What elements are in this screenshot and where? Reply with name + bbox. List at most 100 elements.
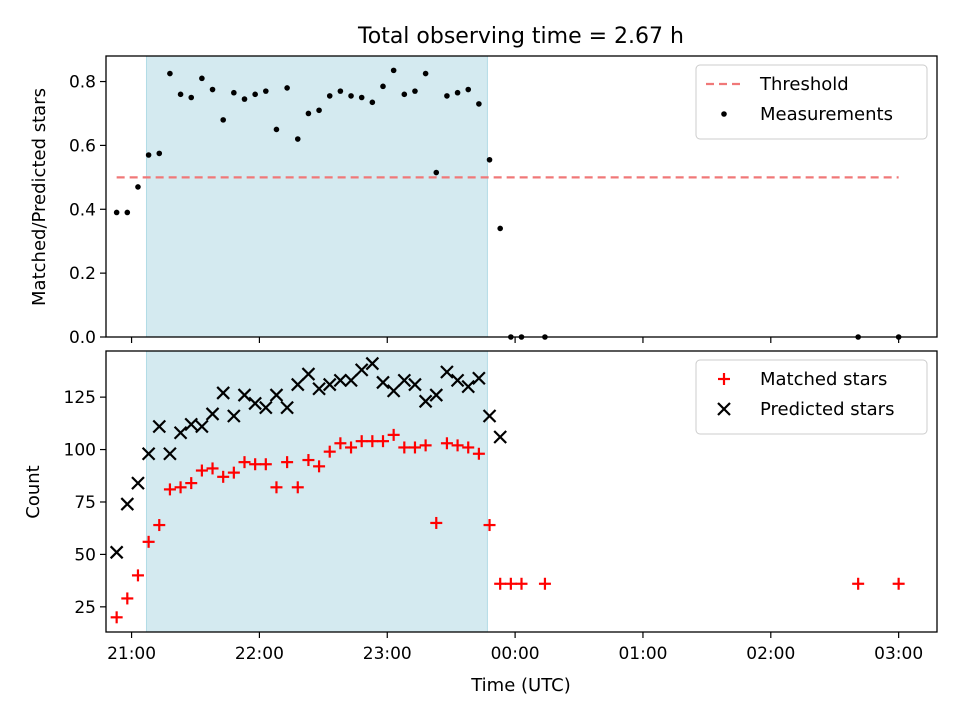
predicted-star-marker xyxy=(195,419,209,434)
x-tick-label: 03:00 xyxy=(874,644,923,664)
measurement-point xyxy=(294,136,301,142)
measurement-point xyxy=(209,86,216,93)
observing-window-span xyxy=(145,350,488,633)
plot-frame xyxy=(105,350,938,633)
measurement-point xyxy=(284,85,290,91)
measurement-point xyxy=(412,88,418,94)
legend-measurement-swatch xyxy=(721,111,727,117)
matched-star-marker xyxy=(313,460,326,473)
y-tick-label: 0.8 xyxy=(69,73,96,93)
measurement-point xyxy=(145,152,152,158)
predicted-star-marker xyxy=(237,388,252,402)
matched-star-marker xyxy=(451,439,464,452)
measurement-point xyxy=(380,83,386,90)
measurement-point xyxy=(465,86,472,93)
measurement-point xyxy=(348,93,354,99)
measurement-point xyxy=(220,117,226,123)
chart-title: Total observing time = 2.67 h xyxy=(357,24,684,49)
matched-star-marker xyxy=(291,481,304,494)
matched-star-marker xyxy=(131,569,144,582)
matched-star-marker xyxy=(419,439,432,452)
measurement-point xyxy=(305,110,312,117)
predicted-star-marker xyxy=(333,373,348,388)
legend-label: Threshold xyxy=(759,74,849,95)
predicted-star-marker xyxy=(269,388,284,402)
matched-star-marker xyxy=(323,445,336,458)
matched-star-marker xyxy=(515,577,528,590)
x-tick-label: 00:00 xyxy=(491,644,540,664)
x-tick-label: 21:00 xyxy=(107,644,156,664)
measurement-point xyxy=(199,75,205,82)
matched-star-marker xyxy=(302,454,315,467)
predicted-star-marker xyxy=(141,446,156,461)
matched-star-marker xyxy=(408,441,421,454)
measurement-point xyxy=(231,89,237,96)
measurement-point xyxy=(156,150,163,157)
measurement-point xyxy=(326,93,333,99)
legend-box xyxy=(695,64,928,140)
y-tick-label: 0.4 xyxy=(69,200,96,220)
matched-star-marker xyxy=(366,435,379,448)
x-axis-label: Time (UTC) xyxy=(470,675,571,696)
predicted-star-marker xyxy=(365,356,380,371)
measurement-point xyxy=(263,88,269,94)
predicted-star-marker xyxy=(397,373,412,388)
predicted-star-marker xyxy=(312,381,326,396)
y-axis-label-ratio: Matched/Predicted stars xyxy=(29,88,50,306)
matched-star-marker xyxy=(494,577,507,590)
predicted-star-marker xyxy=(408,377,422,392)
matched-star-marker xyxy=(852,577,865,590)
matched-star-marker xyxy=(387,428,400,441)
predicted-star-marker xyxy=(152,419,167,434)
matched-star-marker xyxy=(249,458,262,471)
measurement-point xyxy=(454,89,461,96)
observing-window-span xyxy=(145,55,488,338)
matched-star-marker xyxy=(892,577,905,590)
matched-star-marker xyxy=(472,447,485,460)
y-tick-label: 125 xyxy=(64,388,96,408)
predicted-star-marker xyxy=(418,394,433,409)
measurement-point xyxy=(241,96,248,102)
matched-star-marker xyxy=(504,577,517,590)
measurement-point xyxy=(316,107,322,114)
predicted-star-marker xyxy=(184,417,199,432)
predicted-star-marker xyxy=(173,426,188,440)
matched-star-marker xyxy=(462,441,475,454)
predicted-star-marker xyxy=(227,409,241,423)
matched-star-marker xyxy=(259,458,272,471)
y-tick-label: 0.0 xyxy=(69,328,96,348)
measurement-point xyxy=(422,70,429,77)
predicted-star-marker xyxy=(290,377,305,392)
measurement-point xyxy=(433,169,440,176)
predicted-star-marker xyxy=(248,396,262,411)
matched-star-marker xyxy=(270,481,283,494)
predicted-star-marker xyxy=(482,409,497,423)
matched-star-marker xyxy=(538,577,551,590)
matched-star-marker xyxy=(355,435,368,448)
predicted-star-marker xyxy=(354,363,369,377)
predicted-star-marker xyxy=(376,375,390,390)
x-tick-label: 01:00 xyxy=(618,644,667,664)
matched-star-marker xyxy=(185,477,198,490)
x-tick-label: 23:00 xyxy=(363,644,412,664)
series-predicted-stars xyxy=(109,356,507,560)
legend-predicted-swatch xyxy=(717,402,731,416)
legend: Matched stars Predicted stars xyxy=(695,359,928,435)
predicted-star-marker xyxy=(131,476,145,490)
legend-box xyxy=(695,359,928,435)
measurement-point xyxy=(358,94,365,101)
measurement-point xyxy=(476,101,482,107)
matched-star-marker xyxy=(334,437,347,450)
matched-star-marker xyxy=(430,516,443,529)
series-measurements xyxy=(113,67,902,340)
measurement-point xyxy=(113,209,120,216)
matched-star-marker xyxy=(345,441,358,454)
predicted-star-marker xyxy=(440,365,454,379)
measurement-point xyxy=(135,184,141,190)
measurement-point xyxy=(188,94,195,101)
measurement-point xyxy=(273,126,280,133)
predicted-star-marker xyxy=(450,373,465,388)
measurement-point xyxy=(497,225,503,232)
predicted-star-marker xyxy=(386,384,401,398)
